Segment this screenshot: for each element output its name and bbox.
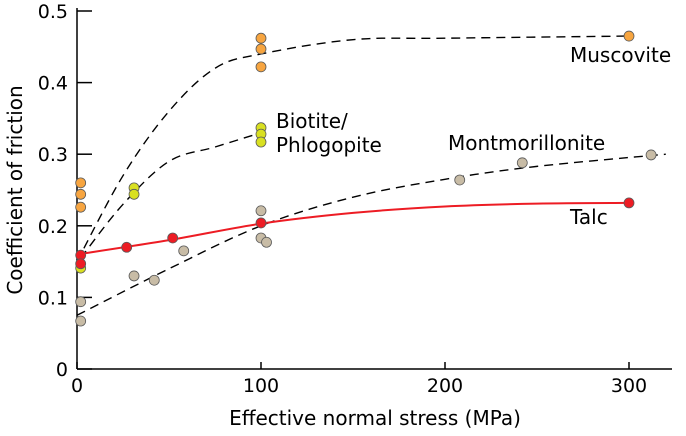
data-point-montmorillonite <box>75 315 87 327</box>
data-point-talc <box>121 241 133 253</box>
data-point-muscovite <box>255 61 267 73</box>
series-label-biotite-line2: Phlogopite <box>276 133 382 157</box>
data-point-muscovite <box>255 32 267 44</box>
data-point-montmorillonite <box>645 149 657 161</box>
x-tick-label: 200 <box>427 375 463 397</box>
data-point-montmorillonite <box>454 174 466 186</box>
data-point-muscovite <box>75 201 87 213</box>
x-tick-label: 100 <box>243 375 279 397</box>
trend-line-talc <box>76 201 630 256</box>
x-axis-label: Effective normal stress (MPa) <box>229 406 521 430</box>
data-point-montmorillonite <box>75 296 87 308</box>
y-tick-label: 0 <box>56 359 68 381</box>
data-point-talc <box>623 197 635 209</box>
data-point-montmorillonite <box>516 157 528 169</box>
y-tick-label: 0.5 <box>38 1 68 23</box>
y-tick-label: 0.4 <box>38 73 68 95</box>
series-label-montmorillonite: Montmorillonite <box>448 131 605 155</box>
data-point-talc <box>167 232 179 244</box>
trend-line-montmorillonite <box>76 153 666 316</box>
axes <box>76 8 672 370</box>
data-point-muscovite <box>75 177 87 189</box>
y-tick-label: 0.1 <box>38 287 68 309</box>
x-tick-label: 0 <box>71 375 83 397</box>
series-label-talc: Talc <box>569 205 608 229</box>
y-axis-label: Coefficient of friction <box>3 85 27 294</box>
series-label-muscovite: Muscovite <box>570 43 671 67</box>
data-point-montmorillonite <box>255 205 267 217</box>
x-tick-label: 300 <box>611 375 647 397</box>
data-point-biotite-phlogopite <box>255 136 267 148</box>
data-point-muscovite <box>623 30 635 42</box>
series-label-biotite-line1: Biotite/ <box>276 109 348 133</box>
data-point-montmorillonite <box>148 274 160 286</box>
data-point-biotite-phlogopite <box>128 188 140 200</box>
data-point-montmorillonite <box>261 236 272 248</box>
data-point-muscovite <box>75 188 87 200</box>
data-point-talc <box>255 217 267 229</box>
y-tick-label: 0.3 <box>38 144 68 166</box>
y-tick-label: 0.2 <box>38 216 68 238</box>
data-point-montmorillonite <box>178 245 190 257</box>
data-point-montmorillonite <box>128 270 140 282</box>
data-point-talc <box>75 258 87 270</box>
trend-line-muscovite <box>76 35 630 262</box>
data-point-muscovite <box>255 43 267 55</box>
